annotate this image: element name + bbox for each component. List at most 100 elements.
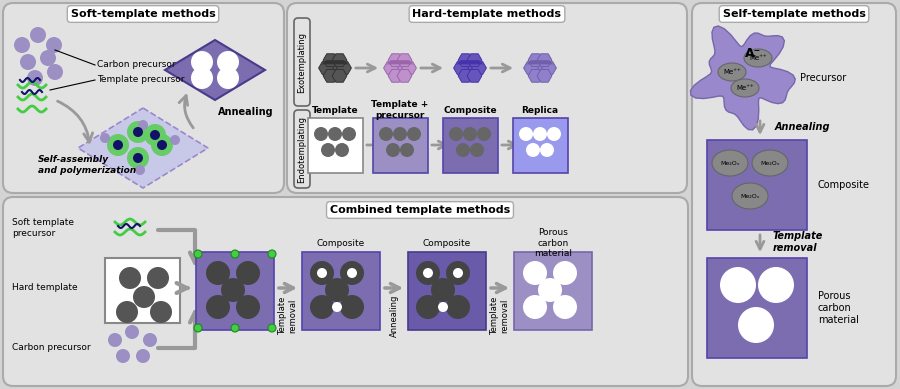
- Circle shape: [108, 333, 122, 347]
- Circle shape: [314, 127, 328, 141]
- Polygon shape: [458, 70, 473, 82]
- Text: Soft template
precursor: Soft template precursor: [12, 218, 74, 238]
- Circle shape: [738, 307, 774, 343]
- Polygon shape: [388, 70, 403, 82]
- Text: Template
removal: Template removal: [491, 297, 509, 335]
- Circle shape: [113, 140, 123, 150]
- Circle shape: [463, 127, 477, 141]
- Ellipse shape: [731, 79, 759, 97]
- Ellipse shape: [752, 150, 788, 176]
- Polygon shape: [321, 60, 348, 65]
- Text: Self-assembly
and polymerization: Self-assembly and polymerization: [38, 155, 136, 175]
- Polygon shape: [467, 54, 482, 67]
- Circle shape: [523, 295, 547, 319]
- Bar: [373, 118, 428, 173]
- Circle shape: [547, 127, 561, 141]
- Polygon shape: [323, 70, 338, 82]
- Circle shape: [332, 302, 342, 312]
- Bar: [302, 252, 380, 330]
- Polygon shape: [392, 61, 408, 74]
- Text: Porous
carbon
material: Porous carbon material: [818, 291, 859, 324]
- Circle shape: [523, 261, 547, 285]
- Polygon shape: [542, 61, 556, 74]
- Text: Annealing: Annealing: [390, 295, 399, 337]
- Circle shape: [194, 324, 202, 332]
- Circle shape: [138, 120, 148, 130]
- Text: Annealing: Annealing: [218, 107, 274, 117]
- Polygon shape: [332, 70, 347, 82]
- Circle shape: [217, 51, 239, 73]
- Circle shape: [453, 268, 463, 278]
- Circle shape: [538, 278, 562, 302]
- Polygon shape: [526, 60, 554, 65]
- Polygon shape: [528, 70, 543, 82]
- Circle shape: [147, 267, 169, 289]
- Circle shape: [116, 301, 138, 323]
- Circle shape: [553, 295, 577, 319]
- Text: Composite: Composite: [317, 238, 365, 247]
- Bar: [408, 252, 486, 330]
- Circle shape: [325, 278, 349, 302]
- Circle shape: [268, 250, 276, 258]
- Circle shape: [119, 267, 141, 289]
- Polygon shape: [397, 54, 412, 67]
- Circle shape: [191, 51, 213, 73]
- Text: Me₂Oₓ: Me₂Oₓ: [720, 161, 740, 165]
- Text: Template precursor: Template precursor: [97, 75, 184, 84]
- Circle shape: [386, 143, 400, 157]
- Circle shape: [127, 121, 149, 143]
- Circle shape: [217, 67, 239, 89]
- Text: Composite: Composite: [818, 180, 870, 190]
- Circle shape: [449, 127, 463, 141]
- Circle shape: [400, 143, 414, 157]
- Polygon shape: [332, 54, 347, 67]
- Circle shape: [317, 268, 327, 278]
- Text: Template
removal: Template removal: [278, 297, 298, 335]
- Circle shape: [14, 37, 30, 53]
- Circle shape: [340, 295, 364, 319]
- Circle shape: [135, 165, 145, 175]
- Circle shape: [143, 333, 157, 347]
- Circle shape: [150, 301, 172, 323]
- Circle shape: [438, 302, 448, 312]
- Polygon shape: [458, 54, 473, 67]
- Polygon shape: [472, 61, 486, 74]
- Circle shape: [27, 70, 43, 86]
- Circle shape: [470, 143, 484, 157]
- Circle shape: [116, 349, 130, 363]
- Text: Template: Template: [311, 105, 358, 114]
- Polygon shape: [467, 70, 482, 82]
- Polygon shape: [528, 54, 543, 67]
- Polygon shape: [319, 61, 333, 74]
- Polygon shape: [690, 26, 796, 130]
- Circle shape: [157, 140, 167, 150]
- Circle shape: [133, 127, 143, 137]
- Circle shape: [446, 261, 470, 285]
- Polygon shape: [454, 61, 468, 74]
- Circle shape: [30, 27, 46, 43]
- Circle shape: [335, 143, 349, 157]
- Text: Me⁺⁺: Me⁺⁺: [749, 55, 767, 61]
- Polygon shape: [386, 60, 413, 65]
- Text: Soft-template methods: Soft-template methods: [70, 9, 215, 19]
- Text: Template
removal: Template removal: [773, 231, 824, 253]
- Ellipse shape: [732, 183, 768, 209]
- Text: Annealing: Annealing: [775, 122, 831, 132]
- Circle shape: [206, 261, 230, 285]
- Text: Composite: Composite: [443, 105, 497, 114]
- Bar: [707, 140, 807, 230]
- Circle shape: [328, 127, 342, 141]
- Circle shape: [423, 268, 433, 278]
- Polygon shape: [537, 70, 552, 82]
- Text: Endotemplating: Endotemplating: [298, 116, 307, 182]
- Bar: [105, 258, 180, 323]
- Polygon shape: [165, 40, 265, 100]
- Circle shape: [758, 267, 794, 303]
- Text: Carbon precursor: Carbon precursor: [97, 60, 176, 68]
- Polygon shape: [524, 61, 538, 74]
- Circle shape: [379, 127, 393, 141]
- Circle shape: [236, 261, 260, 285]
- Circle shape: [526, 143, 540, 157]
- Circle shape: [231, 324, 239, 332]
- Circle shape: [206, 295, 230, 319]
